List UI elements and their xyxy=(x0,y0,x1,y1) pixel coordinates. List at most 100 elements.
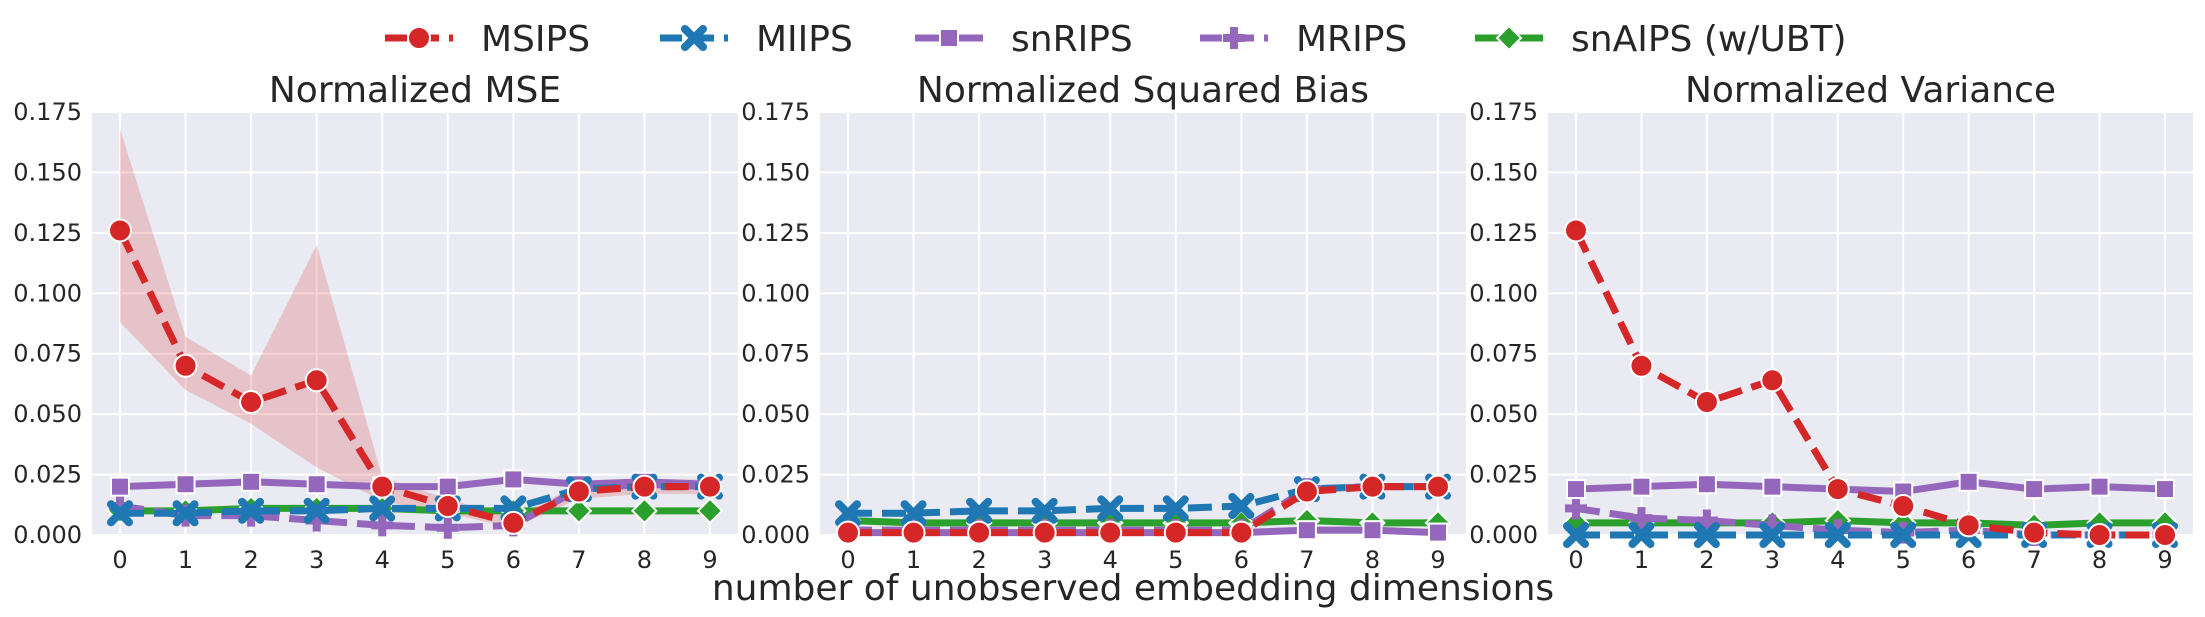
x-tick-label: 8 xyxy=(1365,546,1380,574)
point-snrips-marker xyxy=(1631,476,1652,497)
point-miips-marker xyxy=(966,497,993,524)
point-snrips-marker xyxy=(2024,479,2045,500)
x-tick-label: 5 xyxy=(1168,546,1183,574)
series-msips xyxy=(1564,218,2177,547)
point-msips-marker xyxy=(370,474,395,499)
panel-title: Normalized Squared Bias xyxy=(917,70,1369,111)
point-msips-marker xyxy=(1032,520,1057,545)
x-tick-label: 5 xyxy=(440,546,455,574)
x-axis-label: number of unobserved embedding dimension… xyxy=(712,568,1554,609)
y-tick-label: 0.000 xyxy=(13,521,82,549)
y-tick-label: 0.100 xyxy=(13,279,82,307)
point-msips-marker xyxy=(632,474,657,499)
point-miips-marker xyxy=(1693,522,1720,548)
point-miips-marker xyxy=(369,495,396,522)
point-snrips-marker xyxy=(175,474,196,495)
y-tick-label: 0.075 xyxy=(13,340,82,368)
point-msips-marker xyxy=(1360,474,1385,499)
x-tick-label: 0 xyxy=(112,546,127,574)
point-msips-marker xyxy=(901,520,926,545)
y-tick-label: 0.175 xyxy=(13,98,82,126)
legend-item-msips: MSIPS xyxy=(385,19,590,60)
x-tick-label: 7 xyxy=(571,546,586,574)
point-miips-marker xyxy=(172,500,199,527)
point-msips-marker xyxy=(2087,523,2112,547)
y-tick-label: 0.150 xyxy=(741,158,810,186)
series-line-snaips-w-ubt xyxy=(847,516,1438,527)
panel-normalized-mse: 0.000 0.025 0.050 0.075 0.100 0.125 0.150 0.175… xyxy=(13,70,738,574)
x-tick-label: 1 xyxy=(906,546,921,574)
y-tick-label: 0.025 xyxy=(13,461,82,489)
legend-label-snrips: snRIPS xyxy=(1011,19,1133,60)
panel-normalized-squared-bias: 0.000 0.025 0.050 0.075 0.100 0.125 0.150 0.175… xyxy=(741,70,1466,574)
point-msips-marker xyxy=(501,510,526,535)
point-miips-marker xyxy=(303,497,330,524)
point-miips-marker xyxy=(1890,522,1917,548)
point-msips-marker xyxy=(2153,523,2177,547)
y-tick-label: 0.125 xyxy=(741,219,810,247)
point-snaips-w-ubt-marker xyxy=(631,497,658,525)
point-msips-marker xyxy=(239,390,264,415)
point-miips-marker xyxy=(107,500,133,527)
point-mrips-marker xyxy=(1695,509,1718,532)
series-line-snrips xyxy=(1575,478,2166,495)
legend: MSIPS MIIPS snRIPS MRIPS snAIPS (w/UBT) xyxy=(385,19,1847,60)
series-line-msips xyxy=(116,228,710,527)
x-tick-label: 9 xyxy=(2157,546,2172,574)
point-msips-marker xyxy=(1956,513,1981,538)
x-tick-label: 7 xyxy=(2026,546,2041,574)
point-msips-marker xyxy=(304,368,329,393)
point-snrips-marker xyxy=(1958,471,1979,492)
y-tick-label: 0.050 xyxy=(13,400,82,428)
point-msips-marker xyxy=(108,218,132,243)
x-tick-label: 3 xyxy=(309,546,324,574)
point-msips-marker xyxy=(1426,474,1450,499)
legend-label-miips: MIIPS xyxy=(756,19,853,60)
point-mrips-marker xyxy=(1630,507,1653,530)
point-msips-marker xyxy=(2022,520,2047,545)
legend-label-msips: MSIPS xyxy=(481,19,590,60)
point-msips-marker xyxy=(1163,520,1188,545)
x-tick-label: 6 xyxy=(1961,546,1976,574)
point-snrips-marker xyxy=(503,469,524,490)
series-line-msips xyxy=(1572,228,2165,539)
point-msips-marker xyxy=(566,479,591,504)
point-miips-marker xyxy=(835,500,861,527)
point-mrips-marker xyxy=(371,514,394,537)
point-miips-marker xyxy=(1759,522,1786,548)
legend-mrips-marker xyxy=(1223,27,1245,49)
y-tick-label: 0.100 xyxy=(1469,279,1538,307)
point-miips-marker xyxy=(1031,497,1058,524)
panel-normalized-variance: 0.000 0.025 0.050 0.075 0.100 0.125 0.150 0.175… xyxy=(1469,70,2193,574)
point-snrips-marker xyxy=(2155,479,2175,500)
series-group xyxy=(106,128,724,539)
y-tick-label: 0.150 xyxy=(1469,158,1538,186)
x-tick-label: 8 xyxy=(637,546,652,574)
point-miips-marker xyxy=(1563,522,1589,548)
point-snrips-marker xyxy=(1428,522,1448,543)
x-tick-label: 1 xyxy=(1634,546,1649,574)
point-miips-marker xyxy=(1162,495,1189,522)
series-msips xyxy=(836,474,1450,545)
point-msips-marker xyxy=(1891,493,1916,518)
point-snrips-marker xyxy=(241,471,262,492)
y-tick-label: 0.175 xyxy=(1469,98,1538,126)
legend-msips-marker xyxy=(407,26,431,50)
point-miips-marker xyxy=(900,500,927,527)
legend-item-snrips: snRIPS xyxy=(915,19,1133,60)
point-msips-marker xyxy=(1294,479,1319,504)
x-tick-label: 4 xyxy=(375,546,390,574)
point-snrips-marker xyxy=(1566,479,1586,500)
x-tick-label: 0 xyxy=(1568,546,1583,574)
y-tick-label: 0.100 xyxy=(741,279,810,307)
series-group xyxy=(834,473,1452,545)
x-tick-label: 6 xyxy=(1234,546,1249,574)
y-tick-label: 0.000 xyxy=(1469,521,1538,549)
legend-item-snaips-w-ubt: snAIPS (w/UBT) xyxy=(1475,19,1847,60)
point-miips-marker xyxy=(1628,522,1655,548)
x-tick-label: 4 xyxy=(1103,546,1118,574)
chart-panels: 0.000 0.025 0.050 0.075 0.100 0.125 0.150 0.175… xyxy=(13,70,2193,574)
x-tick-label: 7 xyxy=(1299,546,1314,574)
point-msips-marker xyxy=(173,353,198,378)
plot-area xyxy=(1548,112,2193,535)
